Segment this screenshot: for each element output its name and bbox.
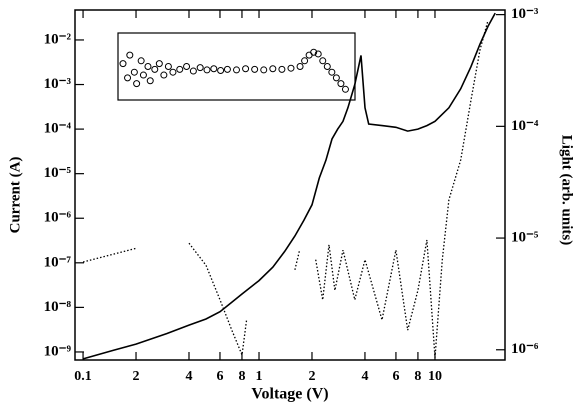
x-axis-label: Voltage (V): [251, 386, 328, 403]
inset-point: [164, 63, 172, 70]
y-tick-label: 10⁻²: [44, 31, 72, 47]
inset-point: [183, 63, 191, 70]
inset-point: [189, 67, 197, 75]
y-tick-label: 10⁻⁸: [44, 299, 72, 315]
inset-point: [137, 57, 145, 65]
y2-tick-label: 10⁻⁶: [511, 341, 539, 357]
inset-point: [310, 48, 318, 56]
inset-point: [176, 65, 184, 73]
y-tick-label: 10⁻⁷: [44, 254, 72, 270]
x-tick-label: 4: [361, 369, 368, 384]
x-tick-label: 1: [256, 369, 263, 384]
x-tick-label: 6: [216, 369, 223, 384]
inset-point: [233, 66, 240, 74]
series-line: [82, 20, 489, 358]
inset-point: [223, 65, 231, 73]
inset-point: [341, 85, 349, 93]
inset-point: [337, 80, 345, 88]
inset-point: [130, 68, 138, 76]
inset-point: [328, 68, 336, 76]
y2-tick-label: 10⁻⁵: [511, 229, 539, 245]
inset-point: [269, 65, 277, 73]
inset-point: [260, 66, 268, 74]
inset-point: [133, 80, 141, 88]
y-tick-label: 10⁻⁶: [44, 210, 72, 226]
inset-point: [301, 57, 309, 65]
inset-point: [319, 57, 327, 65]
x-tick-label: 2: [133, 369, 140, 384]
inset-point: [124, 74, 132, 82]
inset-point: [217, 66, 225, 74]
x-tick-label: 4: [185, 369, 192, 384]
x-tick-label: 10: [428, 369, 442, 384]
y-tick-label: 10⁻⁹: [44, 343, 72, 359]
y2-tick-label: 10⁻³: [511, 6, 539, 22]
x-tick-label: 8: [238, 369, 245, 384]
inset-point: [314, 50, 322, 58]
x-tick-label: 0.1: [74, 369, 92, 384]
inset-point: [144, 63, 152, 70]
y-tick-label: 10⁻³: [44, 76, 72, 92]
inset-point: [323, 63, 331, 70]
inset-point: [203, 66, 211, 74]
x-tick-label: 2: [308, 369, 315, 384]
inset-point: [139, 71, 147, 79]
y2-axis-label: Light (arb. units): [559, 135, 575, 245]
inset-point: [196, 64, 204, 72]
y2-tick-label: 10⁻⁴: [511, 118, 539, 134]
inset-point: [278, 65, 286, 73]
inset-point: [119, 60, 127, 68]
plot-frame: [74, 9, 506, 361]
inset-point: [332, 74, 340, 82]
inset-point: [169, 68, 177, 76]
inset-point: [155, 60, 163, 68]
inset-point: [296, 63, 304, 70]
y-tick-label: 10⁻⁴: [44, 121, 72, 137]
inset-point: [287, 64, 295, 72]
inset-point: [251, 65, 259, 73]
x-tick-label: 6: [392, 369, 399, 384]
y-tick-label: 10⁻⁵: [44, 165, 72, 181]
inset-point: [210, 65, 218, 73]
inset-point: [160, 71, 168, 79]
inset-point: [242, 65, 250, 73]
inset-point: [146, 77, 154, 85]
x-tick-label: 8: [414, 369, 421, 384]
inset-point: [151, 65, 159, 73]
inset-point: [126, 51, 134, 59]
y-axis-label: Current (A): [7, 157, 23, 234]
series-line: [82, 12, 496, 360]
